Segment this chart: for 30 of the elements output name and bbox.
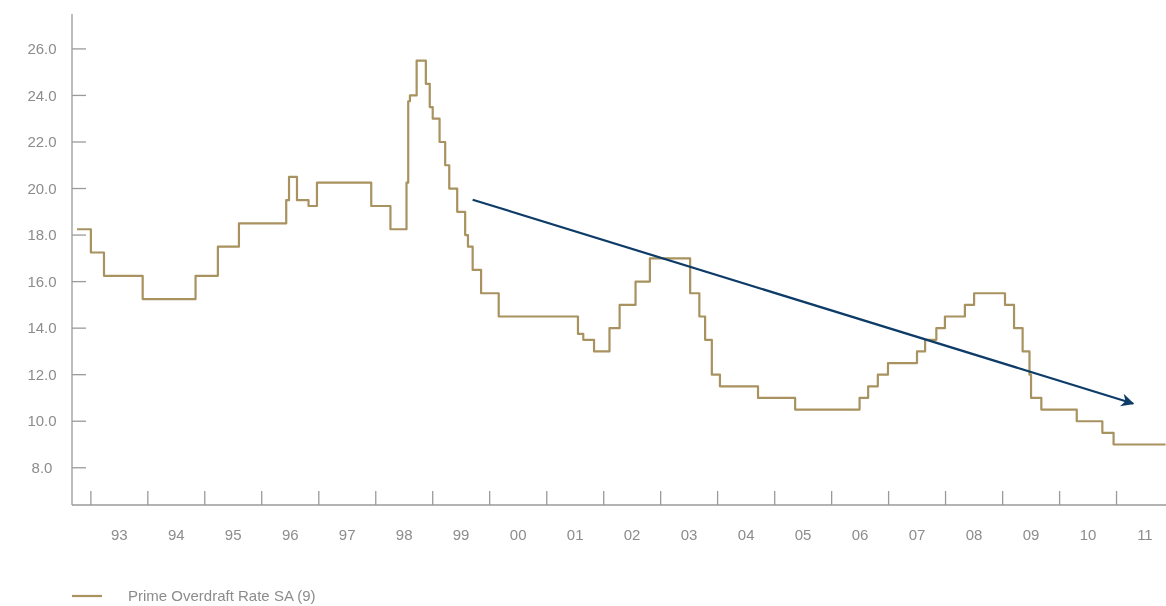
x-tick-label: 98 [395,526,413,543]
x-tick-label: 06 [851,526,869,543]
x-tick-label: 04 [737,526,755,543]
x-tick-label: 10 [1079,526,1097,543]
y-tick-label: 14.0 [27,319,57,337]
x-tick-label: 11 [1137,526,1153,543]
y-tick-label: 10.0 [27,412,57,430]
x-tick-label: 07 [908,526,926,543]
y-tick-label: 22.0 [27,133,57,151]
y-tick-label: 20.0 [27,179,57,197]
y-tick-label: 12.0 [27,365,57,383]
legend-label: Prime Overdraft Rate SA (9) [128,587,316,605]
x-tick-label: 05 [794,526,812,543]
x-tick-label: 09 [1022,526,1040,543]
y-tick-label: 24.0 [27,86,57,104]
y-tick-label: 8.0 [31,459,53,477]
x-tick-label: 94 [167,526,185,543]
x-tick-label: 01 [566,526,584,543]
x-tick-label: 93 [110,526,128,543]
x-tick-label: 08 [965,526,983,543]
x-tick-label: 95 [224,526,242,543]
y-tick-label: 18.0 [27,226,57,244]
x-tick-label: 03 [680,526,698,543]
x-tick-label: 96 [281,526,299,543]
y-tick-label: 16.0 [27,272,57,290]
x-tick-label: 99 [452,526,470,543]
y-tick-label: 26.0 [27,40,57,58]
x-tick-label: 00 [509,526,527,543]
x-tick-label: 02 [623,526,641,543]
x-tick-label: 97 [338,526,356,543]
